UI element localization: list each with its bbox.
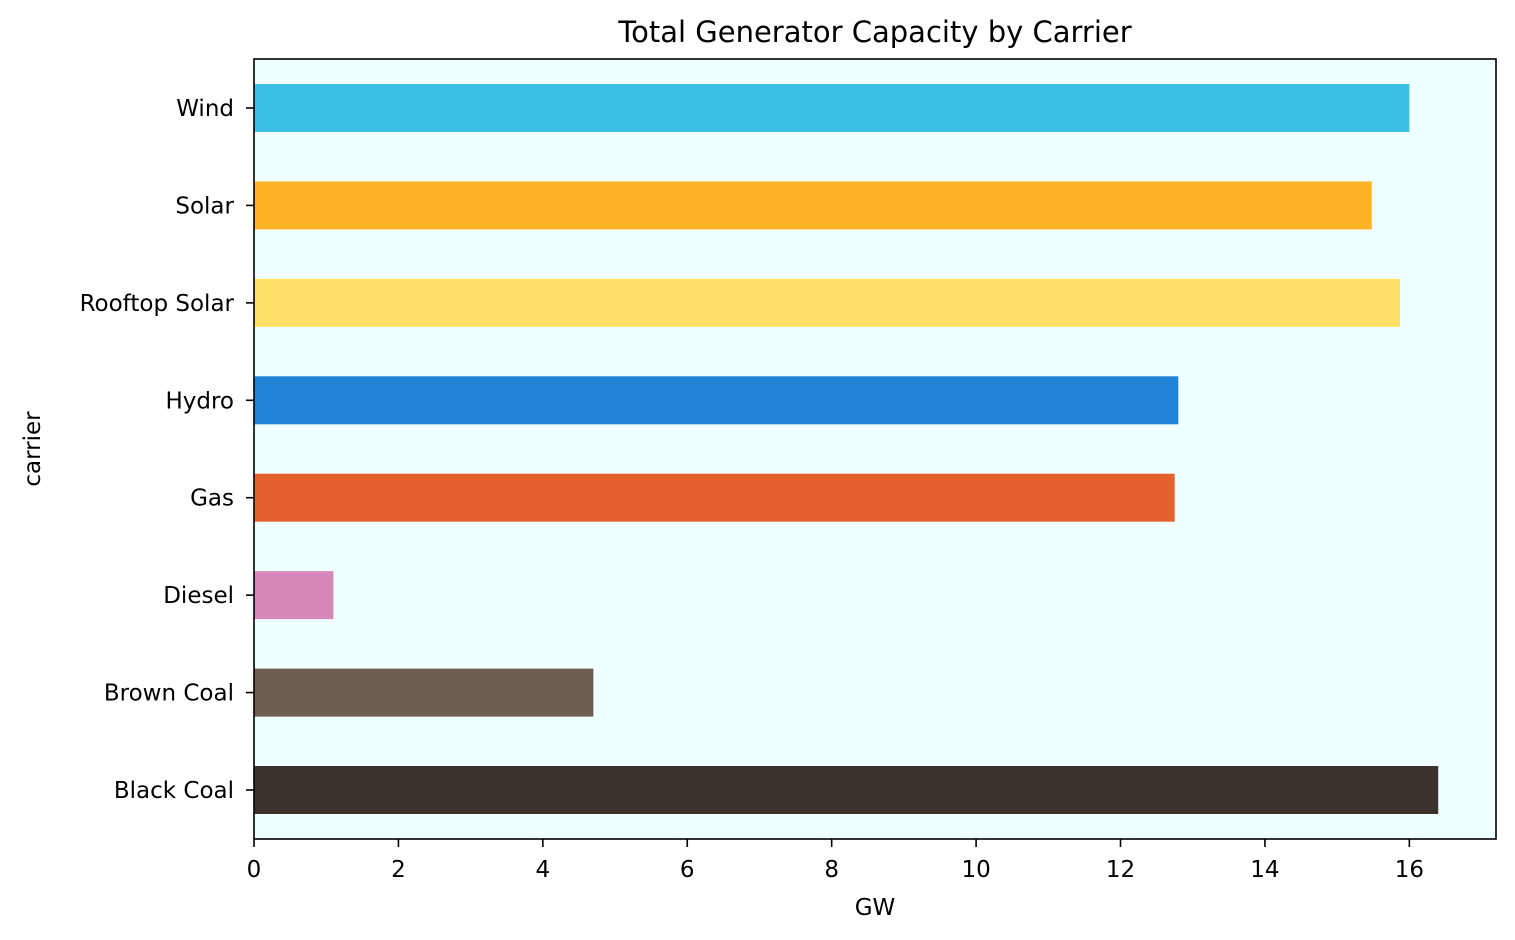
bar-gas bbox=[254, 473, 1175, 522]
x-tick-label: 14 bbox=[1250, 857, 1279, 883]
x-tick-label: 6 bbox=[680, 857, 695, 883]
y-tick-label: Solar bbox=[175, 193, 234, 219]
chart-title: Total Generator Capacity by Carrier bbox=[617, 15, 1131, 49]
y-axis-label: carrier bbox=[20, 411, 46, 487]
y-tick-label: Rooftop Solar bbox=[80, 291, 235, 317]
y-tick-label: Diesel bbox=[163, 583, 234, 609]
x-tick-label: 10 bbox=[961, 857, 990, 883]
bar-black-coal bbox=[254, 766, 1439, 814]
bar-wind bbox=[254, 84, 1410, 132]
y-tick-label: Brown Coal bbox=[104, 681, 234, 707]
x-tick-label: 12 bbox=[1106, 857, 1135, 883]
x-tick-label: 16 bbox=[1395, 857, 1424, 883]
bar-diesel bbox=[254, 571, 334, 620]
plot-frame bbox=[253, 58, 1497, 840]
x-tick-label: 4 bbox=[536, 857, 551, 883]
plot-area bbox=[254, 59, 1496, 839]
x-tick-label: 0 bbox=[247, 857, 262, 883]
bars-group bbox=[254, 84, 1439, 814]
bar-hydro bbox=[254, 376, 1179, 425]
y-tick-label: Gas bbox=[190, 486, 234, 512]
x-axis-label: GW bbox=[855, 895, 896, 921]
bar-rooftop-solar bbox=[254, 278, 1400, 327]
y-tick-label: Hydro bbox=[165, 388, 234, 414]
x-tick-label: 2 bbox=[391, 857, 406, 883]
y-tick-label: Black Coal bbox=[114, 778, 234, 804]
bar-solar bbox=[254, 181, 1372, 230]
y-axis-ticks: Black Coal Brown Coal Diesel Gas Hydro Roofto… bbox=[80, 96, 254, 804]
x-axis-ticks: 0 2 4 6 8 10 12 14 16 bbox=[247, 839, 1424, 883]
y-tick-label: Wind bbox=[176, 96, 234, 122]
x-tick-label: 8 bbox=[824, 857, 839, 883]
bar-brown-coal bbox=[254, 668, 594, 717]
